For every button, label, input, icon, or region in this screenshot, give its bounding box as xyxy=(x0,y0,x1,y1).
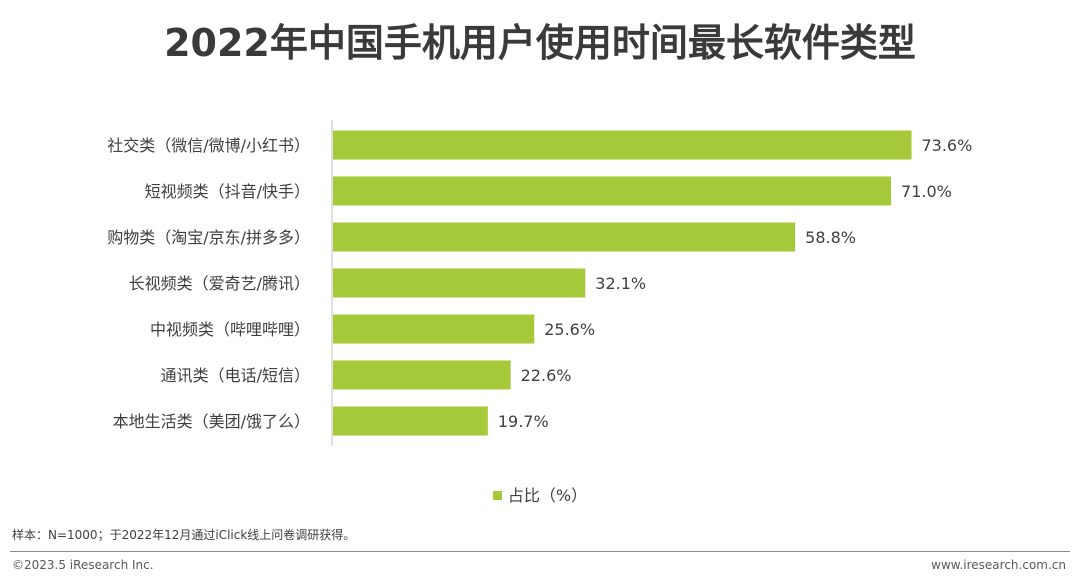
bar xyxy=(333,360,511,390)
value-label: 32.1% xyxy=(595,274,646,293)
value-label: 58.8% xyxy=(805,228,856,247)
bar-chart: 社交类（微信/微博/小红书） 73.6% 短视频类（抖音/快手） 71.0% 购物类（淘… xyxy=(107,120,972,446)
chart-title: 2022年中国手机用户使用时间最长软件类型 xyxy=(164,21,916,65)
website: www.iresearch.com.cn xyxy=(931,558,1066,572)
legend-label: 占比（%） xyxy=(507,486,588,505)
copyright: ©2023.5 iResearch Inc. xyxy=(12,558,154,572)
bar xyxy=(333,314,535,344)
bar xyxy=(333,406,488,436)
category-label: 短视频类（抖音/快手） xyxy=(145,182,310,201)
legend: 占比（%） xyxy=(0,482,1080,506)
category-label: 长视频类（爱奇艺/腾讯） xyxy=(129,274,310,293)
category-label: 本地生活类（美团/饿了么） xyxy=(113,412,310,431)
bar xyxy=(333,268,586,298)
category-label: 中视频类（哔哩哔哩） xyxy=(150,320,310,339)
legend-swatch xyxy=(492,491,502,500)
category-label: 通讯类（电话/短信） xyxy=(161,366,310,385)
value-label: 25.6% xyxy=(544,320,595,339)
sample-note: 样本：N=1000；于2022年12月通过iClick线上问卷调研获得。 xyxy=(12,528,356,542)
category-label: 社交类（微信/微博/小红书） xyxy=(107,136,310,155)
bar xyxy=(333,130,912,160)
value-label: 73.6% xyxy=(921,136,972,155)
value-label: 71.0% xyxy=(901,182,952,201)
category-label: 购物类（淘宝/京东/拼多多） xyxy=(107,228,310,247)
footer-divider xyxy=(10,551,1070,552)
value-label: 19.7% xyxy=(498,412,549,431)
value-label: 22.6% xyxy=(521,366,572,385)
bar xyxy=(333,222,796,252)
bar xyxy=(333,176,892,206)
